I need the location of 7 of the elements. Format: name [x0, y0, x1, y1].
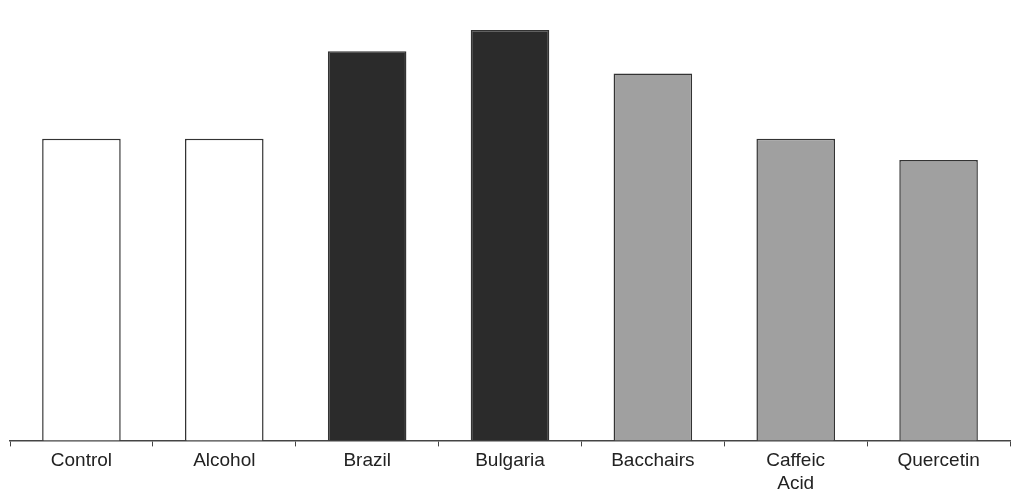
x-tick-label: Alcohol	[193, 449, 256, 471]
x-tick-label: Brazil	[343, 449, 391, 471]
x-tick-label: Bacchairs	[611, 449, 695, 471]
x-tick-label: Caffeic Acid	[766, 449, 826, 493]
x-tick-label: Quercetin	[897, 449, 980, 471]
x-tick-label: Bulgaria	[475, 449, 546, 471]
x-tick-label: Control	[50, 449, 113, 471]
